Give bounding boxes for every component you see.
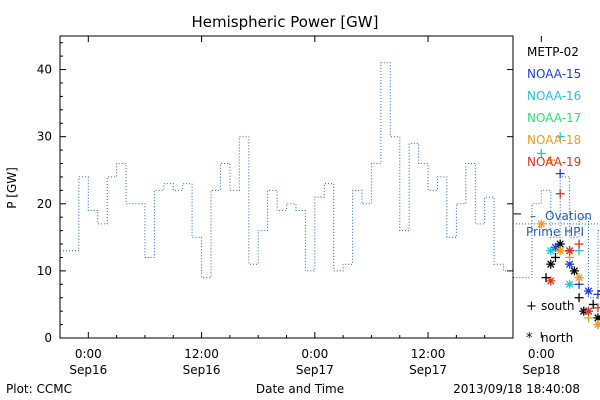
- series-noaa-15: [550, 169, 600, 299]
- ovation-dash: –: [530, 209, 536, 223]
- series-noaa-16: [536, 132, 600, 330]
- y-tick-label: 40: [37, 63, 52, 77]
- x-tick-label-time: 0:00: [528, 347, 555, 361]
- x-tick-label-date: Sep18: [522, 363, 560, 377]
- satellite-legend: METP-02 NOAA-15 NOAA-16 NOAA-17 NOAA-18 NOAA-…: [527, 45, 581, 169]
- x-tick-label-time: 12:00: [411, 347, 446, 361]
- ovation-line: [60, 62, 600, 299]
- ovation-label-line1: Ovation: [545, 209, 592, 223]
- x-axis: 0:00 Sep16 12:00 Sep16 0:00 Sep17 12:00 Sep17 0:…: [59, 36, 560, 377]
- x-tick-label-date: Sep16: [183, 363, 221, 377]
- x-tick-label-date: Sep17: [296, 363, 334, 377]
- footer-right: 2013/09/18 18:40:08: [453, 382, 580, 396]
- legend-entry: NOAA-15: [527, 67, 581, 81]
- y-axis: 0 10 20 30 40: [37, 42, 513, 345]
- plot-frame: [59, 35, 514, 339]
- x-axis-label: Date and Time: [256, 382, 344, 396]
- legend-entry: NOAA-17: [527, 111, 581, 125]
- ovation-label: – Ovation Prime HPI: [526, 209, 592, 239]
- y-tick-label: 10: [37, 264, 52, 278]
- ovation-series: [60, 62, 600, 299]
- footer-left: Plot: CCMC: [6, 382, 72, 396]
- legend-entry: NOAA-16: [527, 89, 581, 103]
- south-label: south: [541, 299, 575, 313]
- chart-title: Hemispheric Power [GW]: [192, 13, 379, 31]
- north-symbol: *: [526, 331, 533, 346]
- satellite-markers: [536, 132, 600, 330]
- legend-entry: METP-02: [527, 45, 579, 59]
- y-tick-label: 0: [44, 331, 52, 345]
- legend-entry: NOAA-18: [527, 133, 581, 147]
- x-tick-label-time: 12:00: [184, 347, 219, 361]
- x-tick-label-time: 0:00: [75, 347, 102, 361]
- series-noaa-18: [536, 155, 600, 330]
- ovation-label-line2: Prime HPI: [526, 225, 584, 239]
- y-tick-label: 20: [37, 197, 52, 211]
- x-tick-label-time: 0:00: [301, 347, 328, 361]
- x-tick-label-date: Sep16: [69, 363, 107, 377]
- marker-legend: + south * north: [526, 299, 575, 346]
- x-tick-label-date: Sep17: [409, 363, 447, 377]
- y-axis-label: P [GW]: [5, 167, 19, 209]
- legend-entry: NOAA-19: [527, 155, 581, 169]
- north-label: north: [541, 331, 573, 345]
- south-symbol: +: [526, 299, 537, 314]
- y-tick-label: 30: [37, 130, 52, 144]
- series-noaa-19: [546, 189, 600, 316]
